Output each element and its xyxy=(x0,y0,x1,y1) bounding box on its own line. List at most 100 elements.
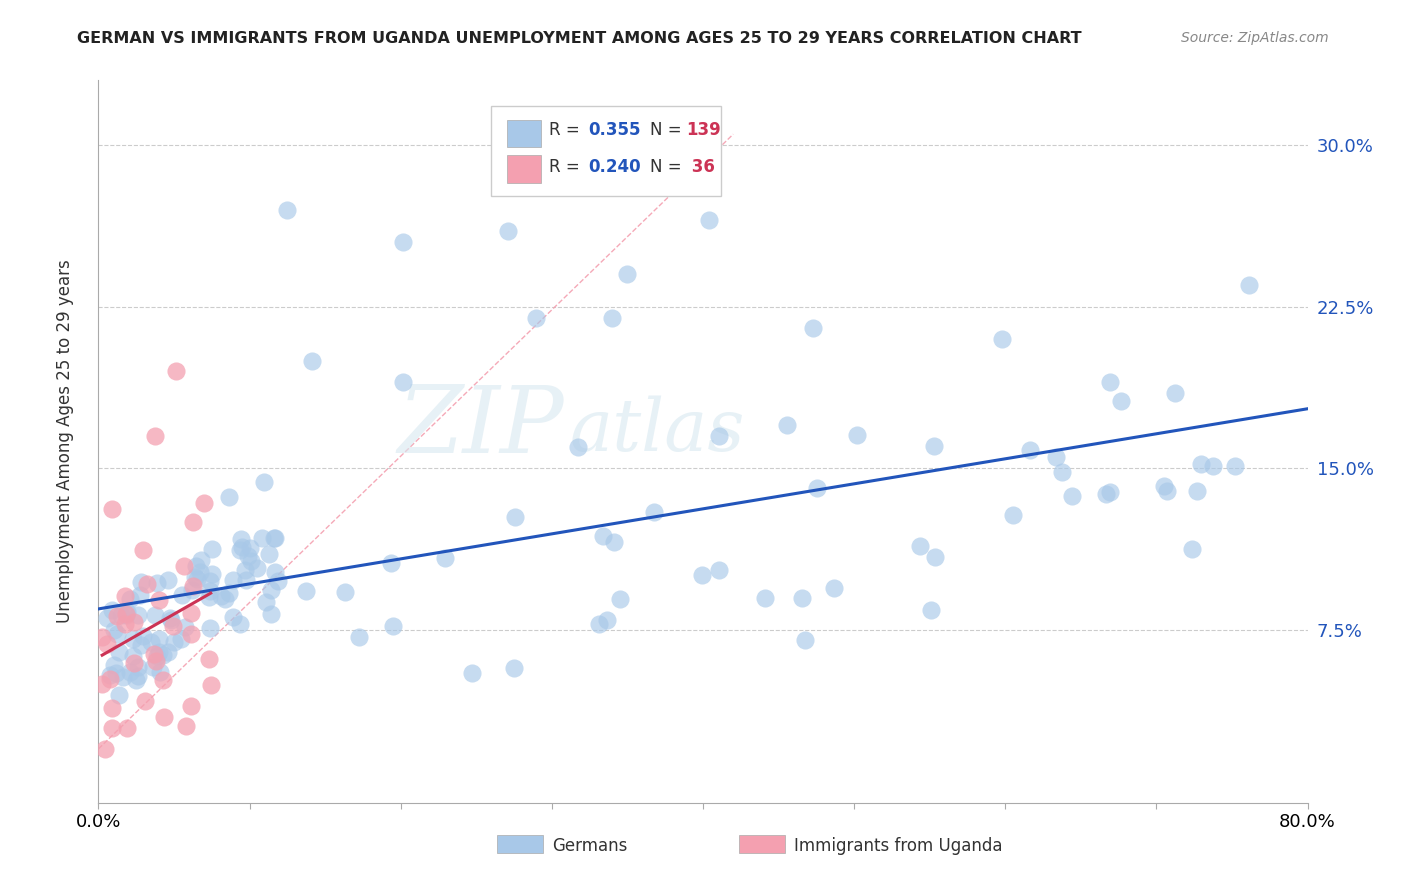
Point xyxy=(567,440,589,454)
Point xyxy=(1109,393,1132,408)
Point xyxy=(129,588,152,602)
Point xyxy=(201,542,224,557)
Point xyxy=(98,667,121,681)
Point xyxy=(434,551,457,566)
Point xyxy=(218,586,240,600)
Point xyxy=(193,496,215,510)
Point xyxy=(176,719,198,733)
Point xyxy=(143,608,166,623)
Point xyxy=(235,564,257,578)
Point xyxy=(198,590,221,604)
Point xyxy=(122,657,145,671)
Point xyxy=(1225,459,1247,474)
Point xyxy=(170,632,193,647)
Point xyxy=(117,721,139,735)
Point xyxy=(920,603,942,617)
Point xyxy=(603,535,626,549)
Point xyxy=(91,677,114,691)
Point xyxy=(263,531,285,545)
Point xyxy=(156,573,179,587)
Point xyxy=(132,542,155,557)
Point xyxy=(181,582,204,597)
Text: atlas: atlas xyxy=(569,395,745,466)
Point xyxy=(200,678,222,692)
FancyBboxPatch shape xyxy=(492,105,721,196)
Point xyxy=(295,583,318,598)
Point xyxy=(159,611,181,625)
Text: N =: N = xyxy=(650,121,686,139)
Point xyxy=(1153,479,1175,493)
Text: 0.355: 0.355 xyxy=(588,121,641,139)
Point xyxy=(333,585,356,599)
Point xyxy=(253,475,276,489)
Point xyxy=(120,591,142,606)
Point xyxy=(263,531,285,545)
Point xyxy=(1099,485,1122,500)
Point xyxy=(609,592,631,607)
Point xyxy=(134,693,156,707)
Text: R =: R = xyxy=(550,121,585,139)
Text: 0.240: 0.240 xyxy=(588,158,641,176)
Point xyxy=(127,669,149,683)
Point xyxy=(503,661,526,675)
FancyBboxPatch shape xyxy=(508,155,541,183)
Point xyxy=(595,613,617,627)
Point xyxy=(149,665,172,680)
Point xyxy=(98,672,121,686)
Point xyxy=(200,574,222,588)
Point xyxy=(94,742,117,756)
Point xyxy=(143,647,166,661)
Point xyxy=(1181,542,1204,557)
Point xyxy=(823,581,845,595)
Point xyxy=(122,632,145,646)
Point xyxy=(754,591,776,606)
Point xyxy=(503,509,526,524)
Point xyxy=(1094,487,1116,501)
Point xyxy=(600,310,623,325)
Point xyxy=(122,648,145,663)
Point xyxy=(142,659,165,673)
Point xyxy=(132,629,155,643)
Point xyxy=(347,630,370,644)
Point xyxy=(301,353,323,368)
Point xyxy=(162,619,184,633)
Point xyxy=(198,652,221,666)
Y-axis label: Unemployment Among Ages 25 to 29 years: Unemployment Among Ages 25 to 29 years xyxy=(56,260,75,624)
Text: GERMAN VS IMMIGRANTS FROM UGANDA UNEMPLOYMENT AMONG AGES 25 TO 29 YEARS CORRELAT: GERMAN VS IMMIGRANTS FROM UGANDA UNEMPLO… xyxy=(77,31,1083,46)
Point xyxy=(254,595,277,609)
Point xyxy=(616,268,638,282)
Point xyxy=(190,552,212,566)
Point xyxy=(392,235,415,249)
Point xyxy=(776,418,799,433)
Point xyxy=(592,528,614,542)
Point xyxy=(101,722,124,736)
Point xyxy=(697,213,720,227)
Point xyxy=(108,644,131,658)
Point xyxy=(910,540,932,554)
Point xyxy=(391,376,413,390)
Point xyxy=(1185,483,1208,498)
Point xyxy=(124,673,146,687)
Point xyxy=(129,575,152,590)
Point xyxy=(153,709,176,723)
Point xyxy=(124,615,146,629)
Point xyxy=(103,658,125,673)
Point xyxy=(381,619,404,633)
Point xyxy=(152,673,174,688)
Point xyxy=(148,593,170,607)
Point xyxy=(145,654,167,668)
Point xyxy=(1164,386,1187,401)
Point xyxy=(707,429,730,443)
Point xyxy=(115,607,138,622)
Point xyxy=(115,607,138,622)
Point xyxy=(250,531,273,545)
Point xyxy=(181,516,204,530)
Point xyxy=(110,607,132,622)
Point xyxy=(115,605,138,619)
Point xyxy=(236,549,259,564)
Point xyxy=(1018,443,1040,458)
Point xyxy=(231,540,253,554)
Point xyxy=(172,588,194,602)
Point xyxy=(148,645,170,659)
Text: R =: R = xyxy=(550,158,585,176)
